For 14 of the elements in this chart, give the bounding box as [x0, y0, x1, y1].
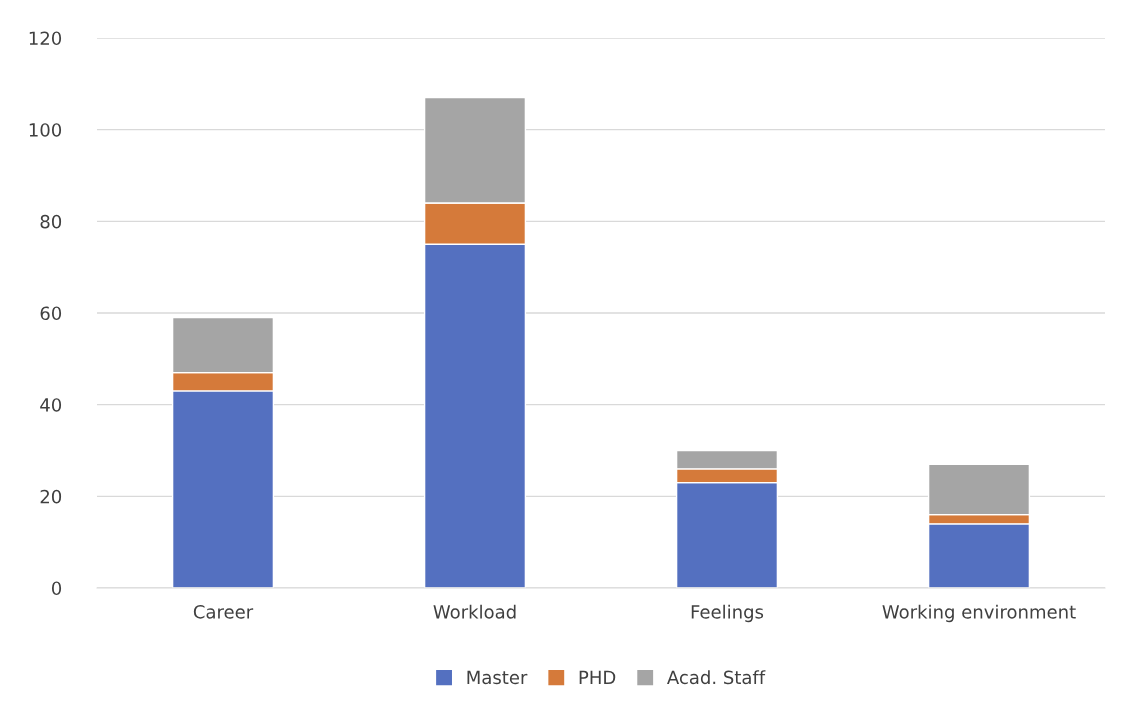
y-tick-label: 80	[40, 214, 62, 229]
legend-label: Master	[467, 670, 528, 685]
y-tick-label: 20	[40, 489, 62, 504]
x-tick-label: Feelings	[691, 604, 764, 623]
legend-label: Acad. Staff	[667, 670, 766, 685]
x-tick-label: Workload	[433, 604, 516, 619]
x-tick-label: Working environment	[882, 604, 1076, 623]
legend-label: PHD	[579, 670, 616, 684]
y-tick-label: 100	[29, 123, 62, 137]
x-tick-label: Career	[193, 604, 254, 619]
y-tick-label: 60	[40, 306, 62, 321]
y-tick-label: 0	[51, 581, 62, 596]
y-tick-label: 120	[29, 31, 62, 46]
y-tick-label: 40	[40, 398, 62, 412]
